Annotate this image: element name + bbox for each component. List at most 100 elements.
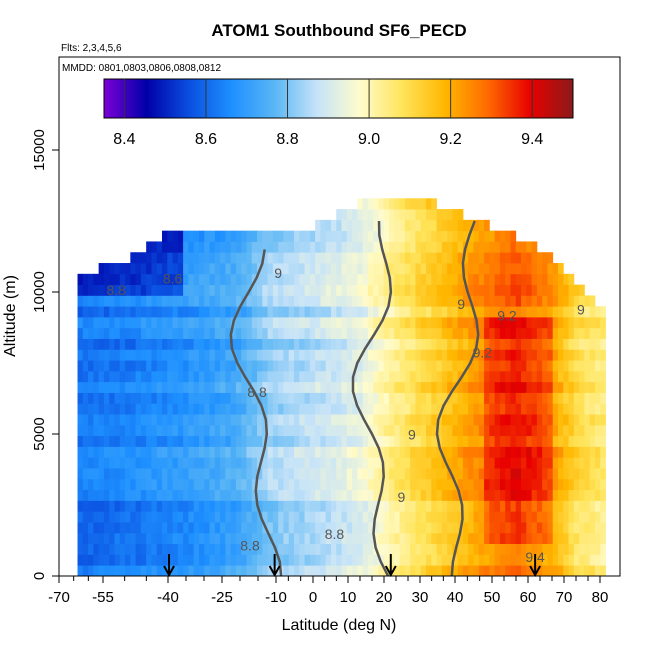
heatmap-cell [140, 263, 147, 275]
heatmap-cell [452, 414, 459, 426]
heatmap-cell [98, 381, 105, 393]
heatmap-cell [288, 403, 295, 415]
heatmap-cell [151, 392, 158, 404]
heatmap-cell [357, 338, 364, 350]
heatmap-cell [125, 435, 131, 447]
heatmap-cell [410, 316, 416, 329]
heatmap-cell [146, 522, 152, 534]
heatmap-cell [251, 500, 258, 512]
heatmap-cell [515, 349, 522, 361]
heatmap-cell [441, 252, 448, 264]
heatmap-cell [346, 295, 353, 307]
heatmap-cell [214, 327, 221, 339]
heatmap-cell [484, 424, 490, 437]
heatmap-cell [462, 392, 469, 404]
heatmap-cell [109, 370, 115, 383]
heatmap-cell [162, 532, 168, 545]
heatmap-cell [162, 478, 168, 491]
heatmap-cell [114, 392, 121, 404]
heatmap-cell [367, 554, 374, 566]
heatmap-cell [336, 565, 342, 576]
heatmap-cell [558, 273, 564, 286]
heatmap-cell [346, 489, 353, 501]
heatmap-cell [542, 327, 548, 339]
heatmap-cell [278, 370, 284, 383]
heatmap-cell [436, 273, 443, 286]
heatmap-cell [272, 360, 279, 372]
heatmap-cell [151, 381, 158, 393]
heatmap-cell [367, 392, 374, 404]
heatmap-cell [198, 241, 205, 253]
heatmap-cell [235, 381, 242, 393]
heatmap-cell [193, 230, 200, 242]
heatmap-cell [489, 316, 496, 329]
heatmap-cell [109, 316, 115, 329]
heatmap-cell [589, 414, 596, 426]
heatmap-cell [140, 511, 147, 523]
heatmap-cell [378, 360, 385, 372]
heatmap-cell [410, 446, 416, 458]
heatmap-cell [151, 263, 158, 275]
contour-label: 8.8 [107, 282, 127, 298]
heatmap-cell [352, 338, 358, 350]
heatmap-cell [98, 468, 105, 480]
heatmap-cell [288, 532, 295, 545]
heatmap-cell [230, 511, 237, 523]
heatmap-cell [183, 446, 189, 458]
heatmap-cell [373, 370, 379, 383]
heatmap-cell [225, 403, 232, 415]
heatmap-cell [362, 349, 369, 361]
heatmap-cell [383, 360, 390, 372]
heatmap-cell [426, 532, 432, 545]
heatmap-cell [299, 478, 305, 491]
heatmap-cell [563, 468, 569, 480]
heatmap-cell [478, 468, 485, 480]
heatmap-cell [225, 327, 232, 339]
heatmap-cell [410, 543, 416, 555]
heatmap-cell [209, 263, 216, 275]
heatmap-cell [130, 327, 136, 339]
heatmap-cell [489, 511, 496, 523]
heatmap-cell [510, 316, 517, 329]
heatmap-cell [230, 457, 237, 469]
heatmap-cell [119, 500, 126, 512]
heatmap-cell [162, 316, 168, 329]
heatmap-cell [246, 392, 253, 404]
heatmap-cell [246, 230, 253, 242]
heatmap-cell [473, 284, 480, 296]
heatmap-cell [230, 543, 237, 555]
heatmap-cell [373, 349, 379, 361]
heatmap-cell [367, 273, 374, 286]
heatmap-cell [267, 424, 274, 437]
heatmap-cell [346, 349, 353, 361]
heatmap-cell [257, 360, 263, 372]
heatmap-cell [177, 316, 184, 329]
heatmap-cell [304, 263, 311, 275]
heatmap-cell [600, 554, 606, 566]
heatmap-cell [584, 554, 591, 566]
heatmap-cell [146, 327, 152, 339]
heatmap-cell [521, 435, 527, 447]
heatmap-cell [209, 522, 216, 534]
heatmap-cell [346, 500, 353, 512]
heatmap-cell [204, 554, 210, 566]
heatmap-cell [315, 392, 321, 404]
heatmap-cell [257, 252, 263, 264]
heatmap-cell [283, 381, 290, 393]
x-tick-label: -25 [211, 589, 233, 606]
heatmap-cell [447, 360, 453, 372]
heatmap-cell [183, 457, 189, 469]
heatmap-cell [542, 381, 548, 393]
heatmap-cell [484, 338, 490, 350]
heatmap-cell [573, 511, 580, 523]
heatmap-cell [357, 532, 364, 545]
heatmap-cell [536, 457, 543, 469]
heatmap-cell [383, 349, 390, 361]
heatmap-cell [404, 403, 411, 415]
heatmap-cell [346, 284, 353, 296]
heatmap-cell [278, 403, 284, 415]
heatmap-cell [294, 381, 300, 393]
heatmap-cell [114, 338, 121, 350]
heatmap-cell [542, 565, 548, 576]
heatmap-cell [214, 565, 221, 576]
